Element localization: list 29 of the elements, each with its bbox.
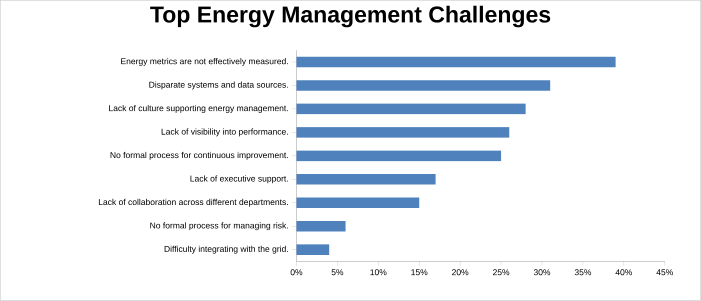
y-tick-label: Lack of culture supporting energy management.: [109, 105, 288, 114]
x-tick-label: 35%: [574, 269, 592, 276]
x-tick-label: 20%: [452, 269, 468, 276]
bar: [296, 56, 616, 68]
x-tick-label: 15%: [411, 269, 428, 276]
bar: [296, 104, 526, 114]
x-tick-label: 30%: [534, 269, 550, 276]
x-tick-label: 10%: [370, 269, 387, 276]
y-tick-label: Difficulty integrating with the grid.: [164, 246, 288, 254]
y-tick-label: Lack of visibility into performance.: [162, 128, 288, 136]
y-tick-label: No formal process for managing risk.: [150, 222, 288, 230]
bar: [296, 221, 346, 232]
bar: [296, 244, 330, 256]
bar: [296, 127, 510, 138]
y-tick-label: Energy metrics are not effectively measured.: [121, 58, 288, 66]
bar: [296, 174, 436, 185]
y-tick-label: No formal process for continuous improvement.: [110, 152, 288, 160]
x-tick-label: 40%: [616, 269, 632, 276]
bar: [296, 150, 502, 162]
bar: [296, 198, 420, 208]
chart-title: Top Energy Management Challenges: [150, 6, 550, 28]
x-tick-label: 5%: [332, 269, 344, 276]
y-tick-label: Disparate systems and data sources.: [149, 82, 288, 90]
bar: [296, 80, 550, 91]
y-tick-label: Lack of executive support.: [190, 176, 288, 184]
x-tick-label: 45%: [656, 269, 673, 276]
y-tick-label: Lack of collaboration across different departments.: [98, 198, 288, 207]
x-tick-label: 0%: [290, 269, 302, 276]
x-tick-label: 25%: [492, 269, 510, 276]
